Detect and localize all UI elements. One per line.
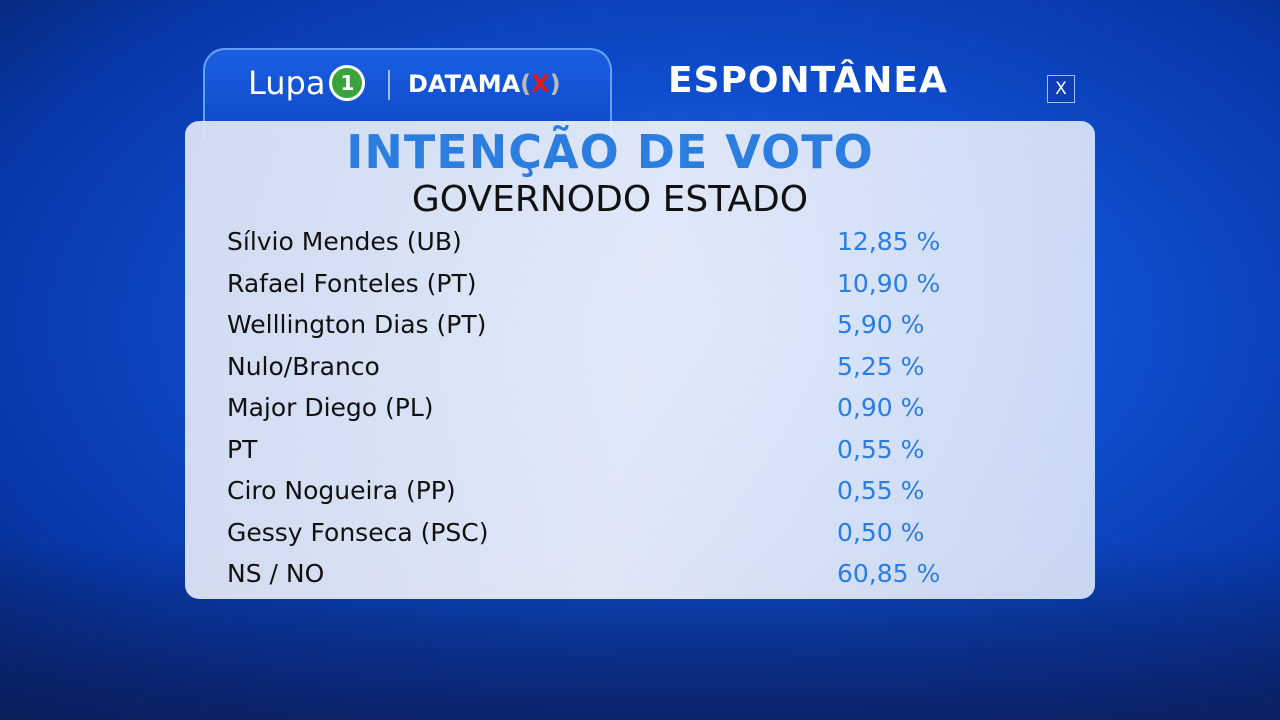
partner-x: X (531, 70, 550, 98)
candidate-percent: 0,55 % (837, 434, 925, 464)
list-item: Rafael Fonteles (PT) 10,90 % (227, 263, 967, 305)
candidate-percent: 60,85 % (837, 559, 941, 589)
paren: ) (549, 70, 561, 98)
results-list: Sílvio Mendes (UB) 12,85 % Rafael Fontele… (227, 221, 967, 595)
close-button[interactable]: X (1047, 75, 1075, 103)
candidate-name: Welllington Dias (PT) (227, 310, 487, 340)
list-item: Sílvio Mendes (UB) 12,85 % (227, 221, 967, 263)
candidate-percent: 0,50 % (837, 517, 925, 547)
list-item: Ciro Nogueira (PP) 0,55 % (227, 470, 967, 512)
partner-name: DATAMA (408, 70, 521, 98)
candidate-percent: 5,90 % (837, 310, 925, 340)
logo-text: Lupa (248, 64, 326, 102)
candidate-percent: 10,90 % (837, 268, 941, 298)
category-title: ESPONTÂNEA (668, 60, 948, 101)
lupa-logo: Lupa 1 (248, 64, 366, 102)
candidate-name: Sílvio Mendes (UB) (227, 227, 462, 257)
candidate-name: NS / NO (227, 559, 325, 589)
candidate-name: Ciro Nogueira (PP) (227, 476, 456, 506)
list-item: Nulo/Branco 5,25 % (227, 346, 967, 388)
list-item: NS / NO 60,85 % (227, 553, 967, 595)
candidate-name: PT (227, 434, 258, 464)
panel-title: INTENÇÃO DE VOTO (346, 125, 874, 179)
candidate-name: Major Diego (PL) (227, 393, 434, 423)
list-item: Gessy Fonseca (PSC) 0,50 % (227, 512, 967, 554)
candidate-percent: 12,85 % (837, 227, 941, 257)
panel-subtitle: GOVERNODO ESTADO (411, 179, 809, 220)
candidate-percent: 0,90 % (837, 393, 925, 423)
list-item: PT 0,55 % (227, 429, 967, 471)
candidate-name: Rafael Fonteles (PT) (227, 268, 477, 298)
divider (388, 70, 390, 100)
candidate-percent: 5,25 % (837, 351, 925, 381)
magnifier-icon: 1 (329, 65, 366, 101)
candidate-name: Nulo/Branco (227, 351, 380, 381)
results-panel: INTENÇÃO DE VOTO GOVERNODO ESTADO Sílvio… (185, 121, 1095, 599)
list-item: Major Diego (PL) 0,90 % (227, 387, 967, 429)
paren: ( (520, 70, 532, 98)
datamax-logo: DATAMA(X) (408, 70, 561, 98)
list-item: Welllington Dias (PT) 5,90 % (227, 304, 967, 346)
candidate-name: Gessy Fonseca (PSC) (227, 517, 489, 547)
candidate-percent: 0,55 % (837, 476, 925, 506)
